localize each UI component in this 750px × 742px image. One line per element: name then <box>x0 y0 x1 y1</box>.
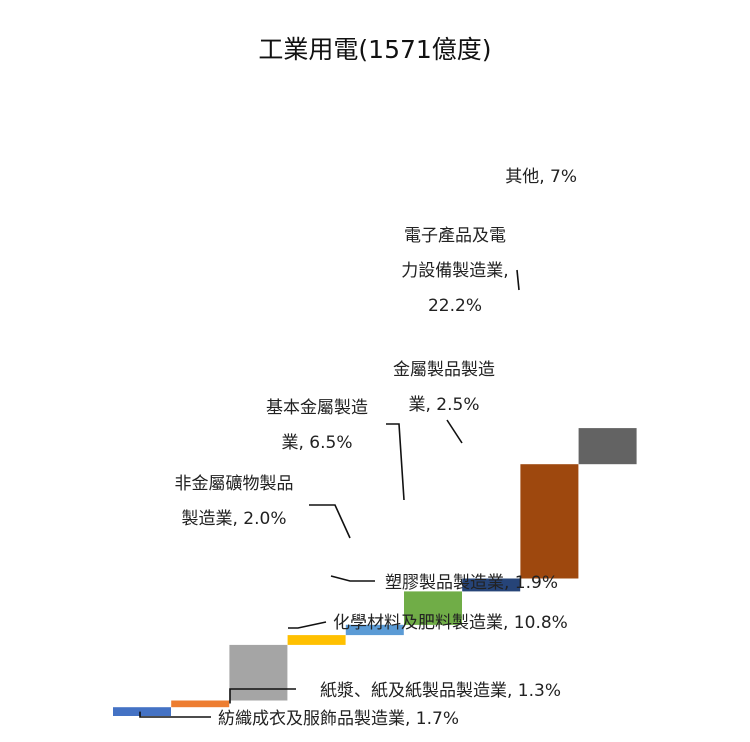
bar-9 <box>578 428 637 465</box>
data-label-6-line-1: 基本金屬製造 <box>266 398 368 418</box>
data-label-7-line-2: 業, 2.5% <box>409 395 480 415</box>
bar-8 <box>520 464 579 579</box>
data-labels-group: 紡織成衣及服飾品製造業, 1.7% 紙漿、紙及紙製品製造業, 1.3% 化學材料及肥… <box>175 167 578 729</box>
data-label-5-line-2: 製造業, 2.0% <box>182 509 287 529</box>
leader-lines-group <box>139 269 520 718</box>
chart-title: 工業用電(1571億度) <box>258 35 491 64</box>
bar-4 <box>287 635 346 645</box>
data-label-4: 塑膠製品製造業, 1.9% <box>385 573 558 593</box>
data-label-9: 其他, 7% <box>505 167 577 187</box>
bar-5 <box>345 624 404 636</box>
bar-3 <box>229 644 288 701</box>
bar-2 <box>171 700 230 708</box>
data-label-3: 化學材料及肥料製造業, 10.8% <box>333 613 568 633</box>
data-label-7-line-1: 金屬製品製造 <box>393 360 495 380</box>
data-label-2: 紙漿、紙及紙製品製造業, 1.3% <box>320 681 561 701</box>
bar-6 <box>404 591 462 625</box>
data-label-8-line-2: 力設備製造業, <box>401 261 508 281</box>
data-label-8-line-1: 電子產品及電 <box>404 226 506 246</box>
leader-line-2 <box>229 688 296 704</box>
leader-line-6 <box>386 423 405 501</box>
bar-1 <box>113 707 171 716</box>
leader-line-4 <box>330 575 375 582</box>
leader-line-1 <box>139 711 211 718</box>
leader-line-7 <box>446 419 463 444</box>
leader-line-3 <box>288 621 327 629</box>
data-label-6-line-2: 業, 6.5% <box>282 433 353 453</box>
data-label-8-line-3: 22.2% <box>428 296 482 316</box>
data-label-5-line-1: 非金屬礦物製品 <box>175 474 294 494</box>
bars-group <box>113 428 637 716</box>
bar-7 <box>462 578 521 592</box>
leader-line-8 <box>516 269 520 291</box>
data-label-1: 紡織成衣及服飾品製造業, 1.7% <box>218 709 459 729</box>
leader-line-5 <box>309 504 351 539</box>
